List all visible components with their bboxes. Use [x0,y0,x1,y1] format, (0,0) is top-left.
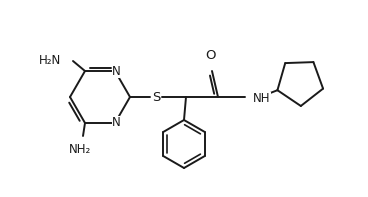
Text: O: O [205,49,215,62]
Text: N: N [112,65,120,77]
Text: N: N [112,116,120,129]
Text: H₂N: H₂N [39,54,61,67]
Text: S: S [152,90,160,103]
Text: NH₂: NH₂ [69,143,91,156]
Text: NH: NH [253,91,270,104]
